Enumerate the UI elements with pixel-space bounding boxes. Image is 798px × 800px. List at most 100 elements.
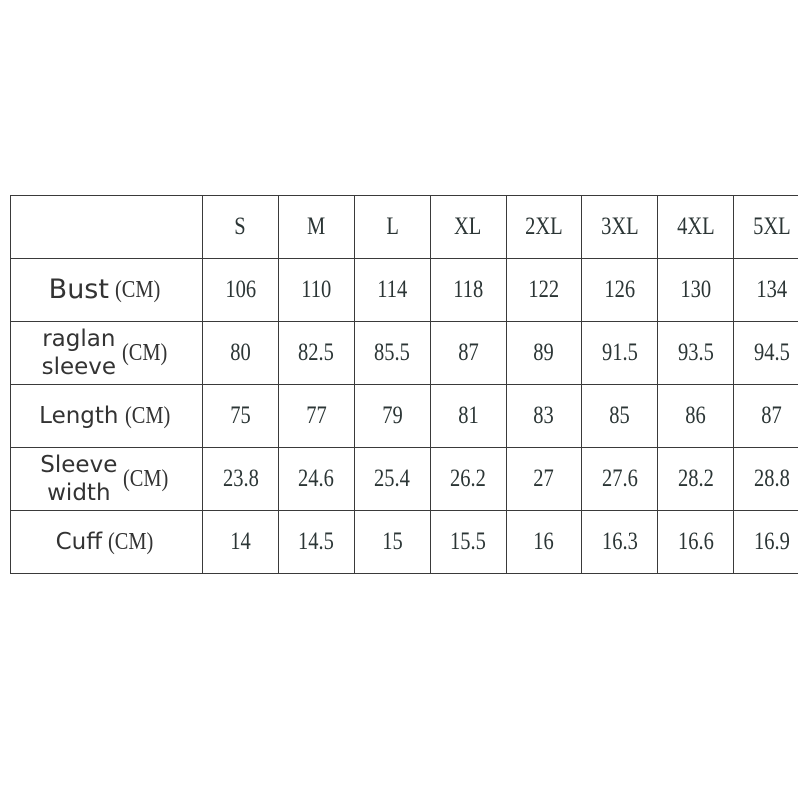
value-cell: 122 xyxy=(505,258,583,322)
header-size-label: XL xyxy=(454,213,482,240)
value-text: 28.8 xyxy=(753,465,790,492)
value-text: 82.5 xyxy=(298,339,335,366)
value-text: 89 xyxy=(533,339,555,366)
value-text: 94.5 xyxy=(753,339,790,366)
value-text: 81 xyxy=(457,402,479,429)
value-text: 16 xyxy=(533,528,555,555)
value-text: 26.2 xyxy=(450,465,486,492)
header-size-cell: M xyxy=(277,195,355,259)
measure-name: Bust xyxy=(49,276,109,304)
value-cell: 23.8 xyxy=(202,447,279,511)
value-cell: 16.6 xyxy=(657,510,735,574)
value-text: 118 xyxy=(453,276,484,303)
unit-label: (CM) xyxy=(114,276,161,303)
row-label: Bust (CM) xyxy=(11,276,202,304)
value-cell: 15 xyxy=(353,510,431,574)
unit-label: (CM) xyxy=(123,465,169,492)
header-size-cell: XL xyxy=(429,195,507,259)
value-cell: 87 xyxy=(429,321,507,385)
value-cell: 27 xyxy=(505,447,583,511)
value-cell: 16.3 xyxy=(581,510,659,574)
size-chart-table: S M L XL 2XL 3XL 4XL 5XL Bust (CM) 106 110 114 118 122… xyxy=(10,195,798,574)
value-text: 28.2 xyxy=(677,465,714,492)
header-size-label: 4XL xyxy=(676,213,715,240)
value-text: 27 xyxy=(533,465,555,492)
table-row: Bust (CM) 106 110 114 118 122 126 130 134 xyxy=(10,258,798,322)
table-row: raglan sleeve (CM) 80 82.5 85.5 87 89 91.5 93.5 94… xyxy=(10,321,798,385)
value-cell: 77 xyxy=(277,384,355,448)
unit-label: (CM) xyxy=(122,339,168,366)
value-text: 83 xyxy=(533,402,555,429)
measure-name-line: Length xyxy=(39,403,119,429)
value-text: 114 xyxy=(377,276,408,303)
header-size-cell: S xyxy=(202,195,279,259)
measure-name: Sleeve width xyxy=(40,451,117,507)
value-cell: 106 xyxy=(202,258,279,322)
header-size-cell: 4XL xyxy=(657,195,735,259)
value-text: 25.4 xyxy=(374,465,411,492)
value-cell: 126 xyxy=(581,258,659,322)
value-cell: 118 xyxy=(429,258,507,322)
value-cell: 93.5 xyxy=(657,321,735,385)
value-text: 110 xyxy=(301,276,332,303)
header-size-cell: L xyxy=(353,195,431,259)
value-cell: 14.5 xyxy=(277,510,355,574)
measure-name-line: Bust xyxy=(48,274,109,305)
value-cell: 85 xyxy=(581,384,659,448)
value-cell: 82.5 xyxy=(277,321,355,385)
value-text: 130 xyxy=(680,276,712,303)
value-cell: 16 xyxy=(505,510,583,574)
value-cell: 81 xyxy=(429,384,507,448)
row-label: raglan sleeve (CM) xyxy=(11,325,202,381)
value-cell: 87 xyxy=(733,384,798,448)
value-cell: 28.2 xyxy=(657,447,735,511)
value-text: 23.8 xyxy=(222,465,259,492)
value-cell: 26.2 xyxy=(429,447,507,511)
row-label-cell: Bust (CM) xyxy=(10,258,203,322)
row-label-cell: Cuff (CM) xyxy=(10,510,203,574)
value-cell: 91.5 xyxy=(581,321,659,385)
value-text: 79 xyxy=(381,402,403,429)
value-text: 80 xyxy=(230,339,251,366)
value-text: 126 xyxy=(604,276,636,303)
unit-label: (CM) xyxy=(108,528,154,555)
row-label: Cuff (CM) xyxy=(11,528,202,556)
header-size-cell: 5XL xyxy=(733,195,798,259)
value-text: 106 xyxy=(225,276,256,303)
header-size-label: M xyxy=(307,213,326,240)
measure-name: Length xyxy=(39,402,118,430)
table-row: Sleeve width (CM) 23.8 24.6 25.4 26.2 27 27.6 28.… xyxy=(10,447,798,511)
measure-name-line: raglan xyxy=(42,326,116,352)
value-text: 15 xyxy=(381,528,403,555)
header-corner-cell xyxy=(10,195,203,259)
value-text: 122 xyxy=(528,276,560,303)
header-size-cell: 2XL xyxy=(505,195,583,259)
value-text: 77 xyxy=(306,402,327,429)
header-size-label: 2XL xyxy=(525,213,563,240)
value-cell: 80 xyxy=(202,321,279,385)
value-text: 85.5 xyxy=(374,339,411,366)
row-label-cell: raglan sleeve (CM) xyxy=(10,321,203,385)
value-cell: 24.6 xyxy=(277,447,355,511)
value-text: 85 xyxy=(609,402,631,429)
value-text: 91.5 xyxy=(601,339,638,366)
value-cell: 79 xyxy=(353,384,431,448)
value-text: 14 xyxy=(230,528,251,555)
header-size-cell: 3XL xyxy=(581,195,659,259)
value-cell: 25.4 xyxy=(353,447,431,511)
value-text: 87 xyxy=(457,339,479,366)
measure-name-line: width xyxy=(47,480,111,506)
value-text: 15.5 xyxy=(450,528,486,555)
row-label: Sleeve width (CM) xyxy=(11,451,202,507)
value-cell: 89 xyxy=(505,321,583,385)
value-cell: 16.9 xyxy=(733,510,798,574)
value-cell: 94.5 xyxy=(733,321,798,385)
unit-label: (CM) xyxy=(124,402,170,429)
value-text: 27.6 xyxy=(601,465,638,492)
value-text: 16.6 xyxy=(677,528,714,555)
measure-name-line: sleeve xyxy=(41,354,117,380)
value-text: 134 xyxy=(756,276,787,303)
value-text: 16.9 xyxy=(753,528,790,555)
row-label-cell: Sleeve width (CM) xyxy=(10,447,203,511)
table-row: Length (CM) 75 77 79 81 83 85 86 87 xyxy=(10,384,798,448)
